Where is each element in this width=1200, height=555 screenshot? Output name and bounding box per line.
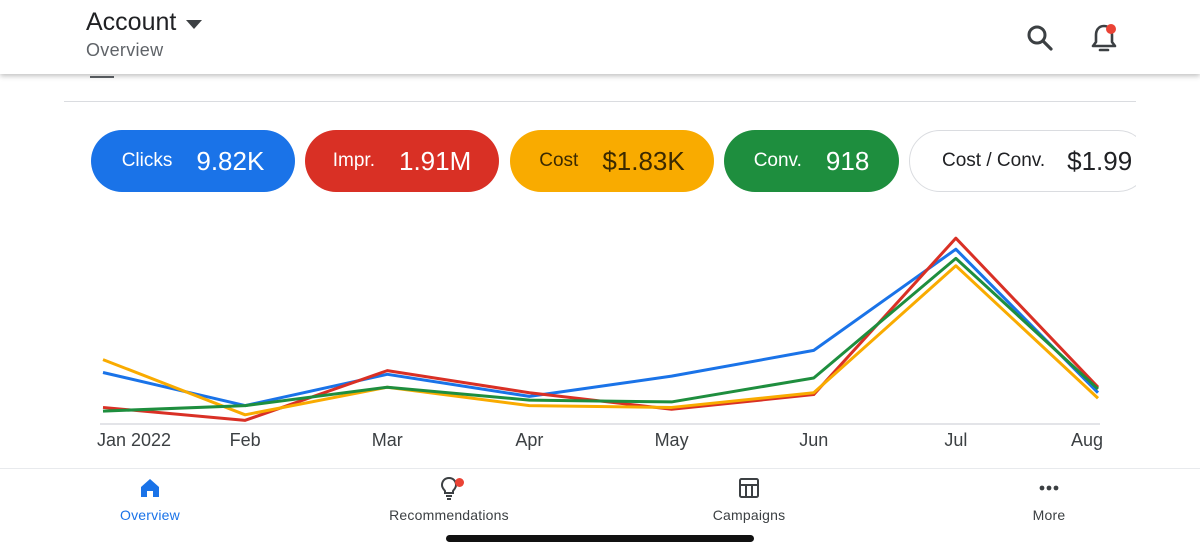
metric-chips: Clicks 9.82K Impr. 1.91M Cost $1.83K Con…: [91, 130, 1136, 194]
app-header: Account Overview: [0, 0, 1200, 74]
account-title: Account: [86, 8, 177, 36]
metric-chip-clicks[interactable]: Clicks 9.82K: [91, 130, 295, 192]
more-dots-icon: [1039, 485, 1059, 491]
page-subtitle: Overview: [86, 40, 164, 60]
x-tick-label: Jan 2022: [97, 430, 171, 450]
bottom-navigation: Overview Recommendations Campaigns More: [0, 468, 1200, 555]
nav-label: Overview: [120, 507, 180, 523]
metric-label: Cost / Conv.: [942, 150, 1046, 171]
recommendations-badge: [455, 478, 464, 487]
metric-label: Clicks: [121, 150, 173, 171]
search-icon[interactable]: [1022, 20, 1058, 56]
metric-value: 1.91M: [398, 145, 472, 176]
metric-chip-impressions[interactable]: Impr. 1.91M: [305, 130, 499, 192]
metric-value: $1.83K: [602, 145, 685, 176]
account-selector[interactable]: Account: [86, 8, 203, 37]
x-tick-label: Jun: [799, 430, 828, 450]
metric-chip-cost[interactable]: Cost $1.83K: [510, 130, 714, 192]
home-icon: [141, 479, 159, 497]
performance-line-chart: Jan 2022 Feb Mar Apr May Jun Jul Aug: [97, 236, 1103, 450]
nav-item-recommendations[interactable]: Recommendations: [349, 475, 549, 523]
metric-chip-conversions[interactable]: Conv. 918: [724, 130, 899, 192]
scrolled-partial-icon: [90, 70, 114, 78]
dropdown-caret-icon: [186, 19, 203, 29]
series-line-3: [102, 256, 1100, 413]
notification-badge: [1106, 24, 1116, 34]
series-line-2: [102, 264, 1100, 417]
notifications-bell-icon[interactable]: [1086, 20, 1122, 56]
nav-item-more[interactable]: More: [949, 475, 1149, 523]
x-tick-label: Apr: [515, 430, 543, 450]
metric-label: Impr.: [332, 150, 375, 171]
metric-chip-cost-per-conversion[interactable]: Cost / Conv. $1.99: [909, 130, 1136, 192]
home-indicator: [446, 535, 754, 542]
nav-label: Recommendations: [389, 507, 509, 523]
metric-label: Cost: [539, 150, 579, 171]
nav-label: Campaigns: [712, 507, 786, 523]
x-tick-label: Feb: [230, 430, 261, 450]
nav-item-overview[interactable]: Overview: [50, 475, 250, 523]
metric-label: Conv.: [753, 150, 802, 171]
nav-label: More: [1032, 507, 1066, 523]
x-tick-label: May: [655, 430, 689, 450]
metric-value: 9.82K: [196, 145, 265, 176]
divider: [64, 101, 1136, 102]
nav-item-campaigns[interactable]: Campaigns: [649, 475, 849, 523]
x-tick-label: Jul: [944, 430, 967, 450]
x-tick-label: Mar: [372, 430, 403, 450]
x-tick-label: Aug: [1071, 430, 1103, 450]
campaigns-table-icon: [739, 478, 759, 498]
metric-value: 918: [825, 145, 870, 176]
metric-value: $1.99: [1067, 145, 1133, 176]
